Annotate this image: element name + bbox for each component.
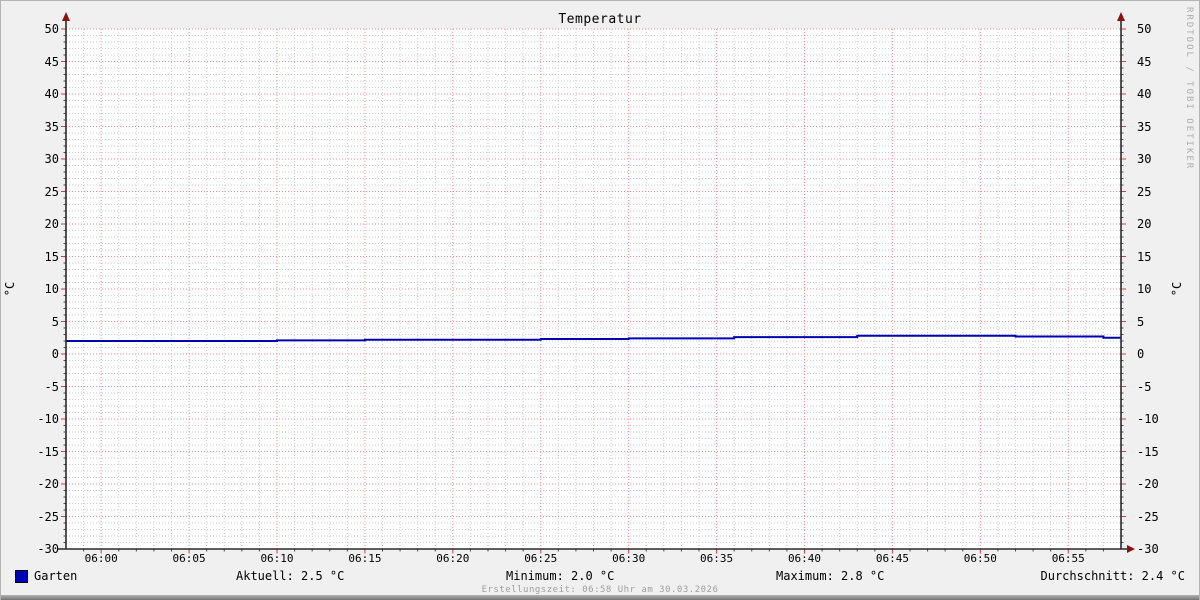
y-tick-label-right: -15 <box>1137 444 1159 459</box>
y-tick-label: -5 <box>44 379 59 394</box>
x-tick-label: 06:05 <box>172 552 206 565</box>
y-tick-label-right: -30 <box>1137 542 1159 556</box>
y-tick-label: -20 <box>37 477 59 491</box>
chart-title: Temperatur <box>558 12 642 27</box>
y-tick-label-right: 20 <box>1137 217 1152 231</box>
y-tick-label-right: 25 <box>1137 184 1152 199</box>
x-tick-label: 06:45 <box>875 552 909 565</box>
y-tick-label-right: -5 <box>1137 379 1152 394</box>
legend-series-label: Garten <box>34 569 78 583</box>
x-tick-label: 06:50 <box>963 552 997 565</box>
stat-durchschnitt: Durchschnitt: 2.4 °C <box>1040 569 1186 583</box>
x-tick-label: 06:20 <box>436 552 470 565</box>
y-tick-label: 20 <box>44 217 59 231</box>
y-tick-label-right: 40 <box>1137 87 1152 101</box>
y-tick-label: -30 <box>37 542 59 556</box>
y-tick-label: 15 <box>44 249 59 264</box>
rrdtool-watermark: RRDTOOL / TOBI OETIKER <box>1184 7 1194 171</box>
y-tick-label-right: 10 <box>1137 282 1152 296</box>
x-tick-label: 06:00 <box>84 552 118 565</box>
y-tick-label: 5 <box>51 314 59 329</box>
y-tick-label: 0 <box>51 347 59 361</box>
creation-time: Erstellungszeit: 06:58 Uhr am 30.03.2026 <box>481 585 719 595</box>
y-tick-label: 25 <box>44 184 59 199</box>
x-tick-label: 06:30 <box>612 552 646 565</box>
legend-swatch-garten <box>15 570 28 583</box>
y-tick-label: 45 <box>44 54 59 69</box>
x-tick-label: 06:15 <box>348 552 382 565</box>
x-tick-label: 06:55 <box>1051 552 1085 565</box>
y-tick-label-right: 15 <box>1137 249 1152 264</box>
y-tick-label-right: 0 <box>1137 347 1145 361</box>
y-tick-label: 35 <box>44 119 59 134</box>
stat-minimum: Minimum: 2.0 °C <box>506 569 615 583</box>
y-tick-label: -25 <box>37 509 59 524</box>
y-tick-label-right: -25 <box>1137 509 1159 524</box>
y-tick-label: 30 <box>44 152 59 166</box>
bottom-edge <box>1 595 1199 600</box>
y-tick-label: 40 <box>44 87 59 101</box>
x-tick-label: 06:40 <box>787 552 822 565</box>
y-tick-label: 10 <box>44 282 59 296</box>
y-tick-label-right: 30 <box>1137 152 1152 166</box>
y-tick-label-right: 5 <box>1137 314 1145 329</box>
x-tick-label: 06:25 <box>524 552 558 565</box>
y-tick-label: 50 <box>44 22 59 36</box>
x-tick-label: 06:35 <box>700 552 734 565</box>
y-tick-label-right: -20 <box>1137 477 1159 491</box>
y-tick-label: -15 <box>37 444 59 459</box>
stat-aktuell: Aktuell: 2.5 °C <box>236 569 345 583</box>
y-tick-label-right: 45 <box>1137 54 1152 69</box>
y-tick-label: -10 <box>37 412 59 426</box>
y-tick-label-right: 35 <box>1137 119 1152 134</box>
stat-maximum: Maximum: 2.8 °C <box>776 569 885 583</box>
x-tick-label: 06:10 <box>260 552 294 565</box>
y-tick-label-right: 50 <box>1137 22 1152 36</box>
y-tick-label-right: -10 <box>1137 412 1159 426</box>
